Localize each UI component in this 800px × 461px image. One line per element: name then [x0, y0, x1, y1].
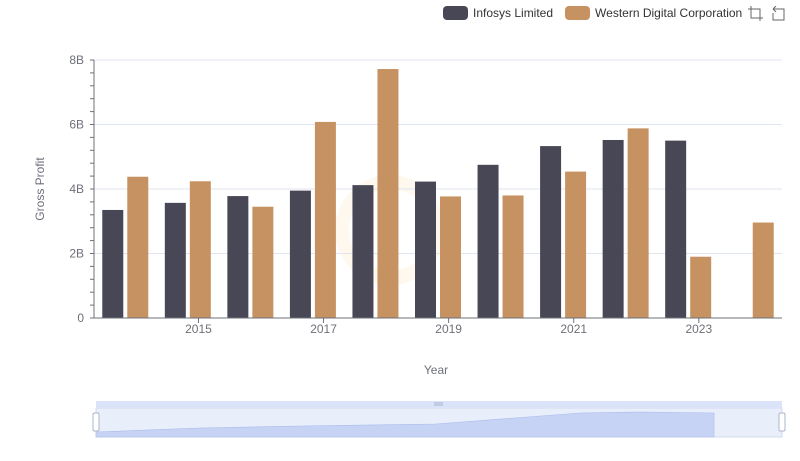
y-axis: 0 2B 4B 6B 8B — [69, 53, 95, 325]
bar-infosys-2023[interactable] — [665, 140, 687, 318]
y-tick-label: 4B — [69, 182, 84, 196]
x-tick-label: 2019 — [435, 322, 462, 336]
legend: Infosys Limited Western Digital Corporat… — [443, 4, 754, 22]
legend-item-infosys[interactable]: Infosys Limited — [443, 6, 553, 20]
data-zoom-preview — [95, 411, 715, 438]
bar-western-digital-2019[interactable] — [440, 196, 461, 318]
x-tick-label: 2021 — [560, 322, 587, 336]
bar-western-digital-2018[interactable] — [377, 69, 399, 318]
data-zoom-right-handle[interactable] — [778, 412, 786, 432]
bar-infosys-2017[interactable] — [289, 190, 311, 318]
bar-western-digital-2022[interactable] — [627, 128, 649, 318]
bar-infosys-2019[interactable] — [415, 181, 436, 318]
x-tick-label: 2023 — [685, 322, 712, 336]
bar-infosys-2016[interactable] — [227, 196, 249, 318]
legend-label-infosys: Infosys Limited — [473, 6, 554, 20]
bar-infosys-2021[interactable] — [540, 146, 562, 318]
bar-western-digital-2017[interactable] — [314, 121, 336, 318]
zoom-area-icon[interactable] — [748, 6, 763, 21]
x-tick-label: 2017 — [310, 322, 337, 336]
y-tick-label: 6B — [69, 118, 84, 132]
legend-item-western-digital[interactable]: Western Digital Corporation — [565, 6, 742, 20]
bar-western-digital-2014[interactable] — [127, 176, 149, 318]
bar-infosys-2022[interactable] — [602, 139, 624, 318]
bar-western-digital-2020[interactable] — [502, 195, 524, 318]
restore-icon[interactable] — [771, 6, 786, 21]
x-axis-title: Year — [424, 363, 448, 377]
legend-label-western-digital: Western Digital Corporation — [595, 6, 743, 20]
bar-western-digital-2023[interactable] — [690, 256, 712, 318]
bar-infosys-2018[interactable] — [352, 185, 374, 318]
y-tick-label: 0 — [77, 311, 84, 325]
x-tick-label: 2015 — [185, 322, 212, 336]
toolbox — [748, 6, 786, 21]
bar-western-digital-2021[interactable] — [565, 171, 587, 318]
y-tick-label: 2B — [69, 247, 84, 261]
y-axis-title: Gross Profit — [33, 157, 47, 221]
legend-swatch-western-digital — [565, 6, 591, 20]
bar-infosys-2014[interactable] — [102, 209, 124, 318]
bar-western-digital-2015[interactable] — [189, 181, 211, 318]
bar-western-digital-2016[interactable] — [252, 206, 274, 318]
bar-infosys-2015[interactable] — [164, 202, 186, 318]
bars — [102, 69, 774, 318]
data-zoom-slider[interactable] — [92, 401, 786, 438]
y-tick-label: 8B — [69, 53, 84, 67]
data-zoom-left-handle[interactable] — [92, 412, 100, 432]
legend-swatch-infosys — [443, 6, 468, 20]
data-zoom-move-handle[interactable] — [434, 402, 443, 406]
bar-western-digital-2024[interactable] — [752, 222, 774, 318]
x-axis: 2015 2017 2019 2021 2023 — [94, 317, 782, 336]
bar-infosys-2020[interactable] — [477, 164, 499, 318]
